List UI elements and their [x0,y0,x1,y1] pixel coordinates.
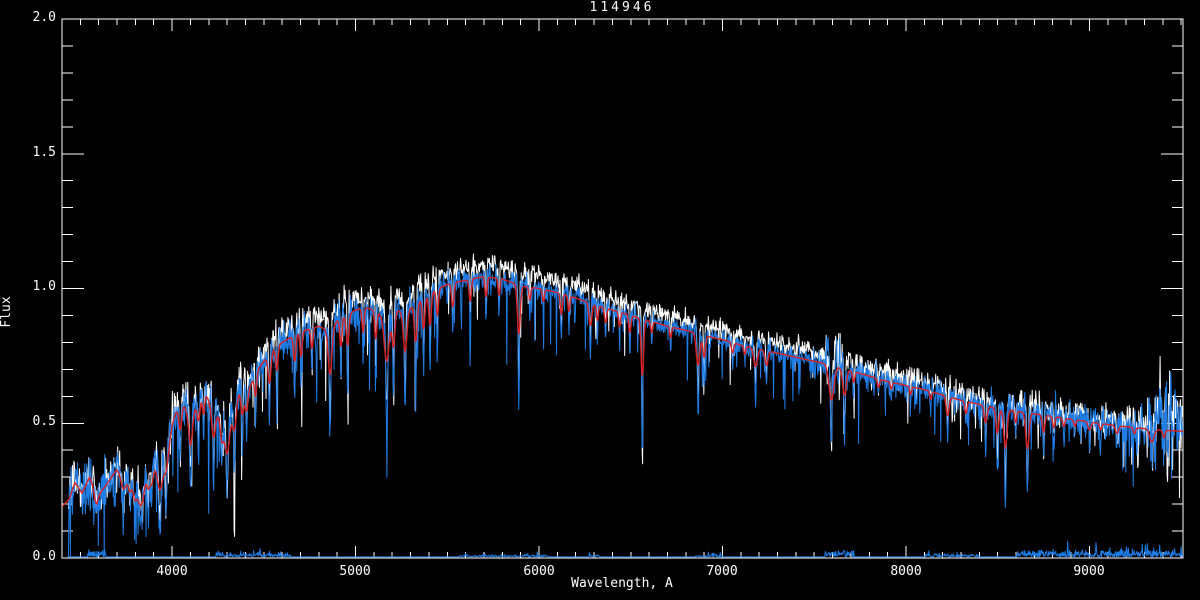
y-tick-label: 1.5 [32,145,56,160]
plot-title: 114946 [589,0,655,15]
x-tick-label: 7000 [706,564,738,579]
y-tick-label: 0.0 [32,549,56,564]
x-tick-label: 5000 [339,564,371,579]
x-axis-label: Wavelength, A [571,576,673,591]
y-tick-label: 0.5 [32,414,56,429]
x-tick-label: 9000 [1073,564,1105,579]
x-tick-label: 6000 [523,564,555,579]
y-tick-label: 1.0 [32,279,56,294]
y-axis-label: Flux [0,296,14,328]
x-tick-label: 4000 [156,564,188,579]
y-tick-label: 2.0 [32,10,56,25]
x-tick-label: 8000 [890,564,922,579]
